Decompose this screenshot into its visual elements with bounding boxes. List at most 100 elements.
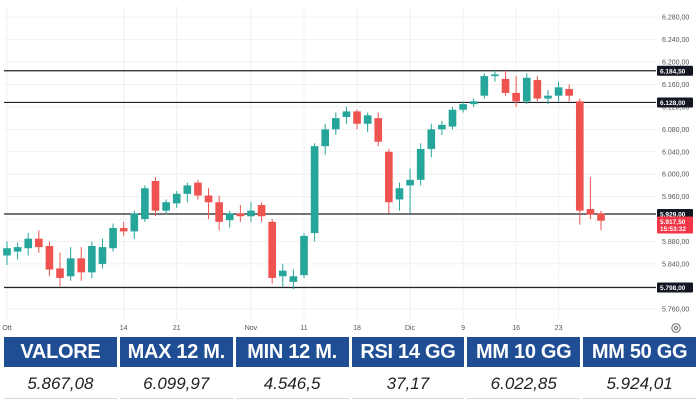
y-tick-label: 6.240,00 xyxy=(662,37,689,44)
level-label: 5.929,00 xyxy=(660,212,686,219)
candle-body xyxy=(98,247,107,264)
x-tick-label: 14 xyxy=(120,325,128,332)
candle-body xyxy=(342,111,351,118)
candle-body xyxy=(512,92,520,102)
candle-body xyxy=(257,205,266,217)
candle-body xyxy=(459,104,467,110)
candle-body xyxy=(172,193,181,204)
gear-icon[interactable] xyxy=(670,322,682,334)
candle-body xyxy=(141,188,149,220)
y-tick-label: 5.840,00 xyxy=(662,261,689,268)
candle-body xyxy=(183,185,192,194)
candle-body xyxy=(151,180,160,211)
candle-body xyxy=(395,188,404,200)
candle-body xyxy=(533,80,542,99)
y-tick-label: 5.760,00 xyxy=(662,306,689,313)
stat-header-max-12m: MAX 12 M. xyxy=(119,337,233,367)
stat-header-valore: VALORE xyxy=(4,337,117,367)
candle-body xyxy=(554,87,563,96)
candle-body xyxy=(597,213,605,221)
level-label: 5.798,00 xyxy=(660,285,686,292)
current-price-box xyxy=(657,216,693,234)
candle-body xyxy=(332,118,340,130)
candle-body xyxy=(215,202,223,222)
candle-body xyxy=(586,208,595,215)
candle-body xyxy=(406,179,414,186)
candle-body xyxy=(77,258,86,273)
candle-body xyxy=(522,77,531,102)
stat-header-rsi-14gg: RSI 14 GG xyxy=(351,337,465,367)
stat-value-mm-50gg: 5.924,01 xyxy=(583,370,696,399)
x-tick-label: 11 xyxy=(300,325,307,332)
candle-body xyxy=(24,238,33,249)
x-tick-label: 21 xyxy=(173,325,181,332)
candle-body xyxy=(353,111,361,124)
level-label: 6.184,50 xyxy=(660,68,686,75)
candle-body xyxy=(310,146,319,234)
y-tick-label: 6.120,00 xyxy=(662,104,689,111)
current-price-time: 15:53:32 xyxy=(660,226,686,233)
candle-body xyxy=(162,202,170,211)
stats-table: VALORE MAX 12 M. MIN 12 M. RSI 14 GG MM … xyxy=(4,337,696,399)
candle-body xyxy=(119,228,128,232)
candle-body xyxy=(56,268,64,278)
level-label: 6.128,00 xyxy=(660,100,686,107)
candle-body xyxy=(438,124,446,130)
candle-body xyxy=(385,151,393,203)
y-tick-label: 6.000,00 xyxy=(662,172,689,179)
x-tick-label: Nov xyxy=(245,325,258,332)
candle-body xyxy=(469,101,478,105)
candle-body xyxy=(236,213,245,217)
y-tick-label: 6.280,00 xyxy=(662,15,689,22)
level-label-box xyxy=(657,65,693,76)
candle-body xyxy=(13,247,22,252)
candle-body xyxy=(491,74,499,77)
candle-body xyxy=(416,148,425,180)
level-label-box xyxy=(657,282,693,293)
candle-body xyxy=(427,129,436,149)
candle-body xyxy=(35,238,43,248)
candle-body xyxy=(300,235,308,276)
x-tick-label: Ott xyxy=(2,325,11,332)
candle-body xyxy=(374,118,383,142)
stat-value-valore: 5.867,08 xyxy=(4,370,117,399)
chart-canvas: 6.280,00 6.240,00 6.200,00 6.160,00 6.120,00… xyxy=(2,6,693,332)
candle-body xyxy=(225,213,234,221)
current-price-label: 5.917,50 xyxy=(660,219,686,226)
candlestick-chart: 6.280,00 6.240,00 6.200,00 6.160,00 6.120,00… xyxy=(2,6,693,332)
y-tick-label: 6.080,00 xyxy=(662,127,689,134)
candle-body xyxy=(204,195,213,203)
level-label-box xyxy=(657,97,693,108)
candle-body xyxy=(501,78,510,93)
candle-body xyxy=(544,95,552,99)
x-tick-label: 9 xyxy=(461,325,465,332)
x-tick-label: 16 xyxy=(512,325,520,332)
y-tick-label: 5.960,00 xyxy=(662,194,689,201)
candle-body xyxy=(109,228,117,249)
candle-body xyxy=(321,129,330,147)
candle-body xyxy=(363,115,372,124)
candle-body xyxy=(3,248,11,256)
candle-body xyxy=(480,76,489,96)
candle-body xyxy=(448,109,457,127)
x-tick-label: 18 xyxy=(353,325,361,332)
candle-body xyxy=(289,276,298,282)
x-tick-label: Dic xyxy=(405,325,416,332)
stat-value-max-12m: 6.099,97 xyxy=(119,370,233,399)
candle-body xyxy=(130,213,139,232)
candle-body xyxy=(565,88,573,96)
candle-body xyxy=(194,182,202,196)
candle-body xyxy=(45,245,54,270)
y-tick-label: 6.200,00 xyxy=(662,60,689,67)
candle-body xyxy=(268,221,276,278)
stat-header-mm-10gg: MM 10 GG xyxy=(467,337,581,367)
y-tick-label: 6.160,00 xyxy=(662,82,689,89)
candle-body xyxy=(88,245,96,273)
y-tick-label: 5.880,00 xyxy=(662,239,689,246)
stat-header-min-12m: MIN 12 M. xyxy=(235,337,349,367)
stat-value-min-12m: 4.546,5 xyxy=(235,370,349,399)
stat-value-rsi-14gg: 37,17 xyxy=(351,370,465,399)
x-tick-label: 23 xyxy=(555,325,563,332)
y-tick-label: 6.040,00 xyxy=(662,149,689,156)
candle-body xyxy=(247,210,255,217)
